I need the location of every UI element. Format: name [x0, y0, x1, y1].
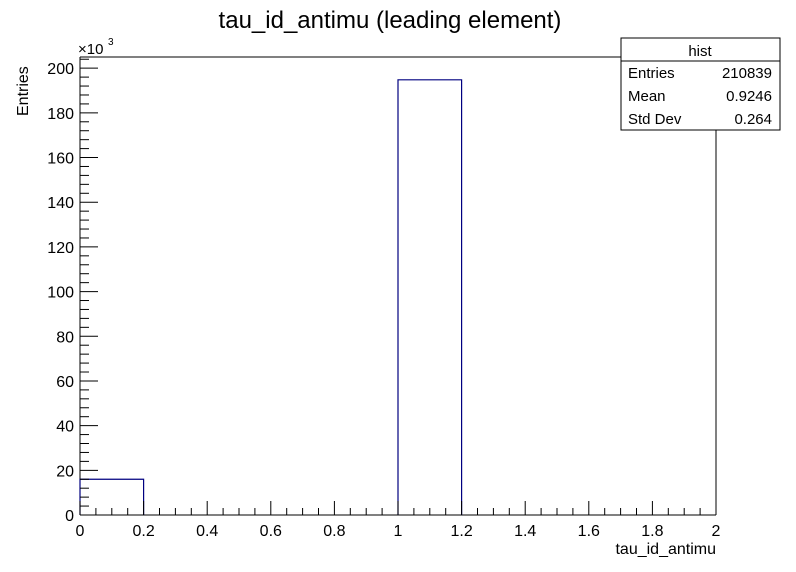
- x-tick-label: 1.6: [578, 523, 600, 540]
- y-tick-label: 140: [47, 195, 74, 212]
- y-tick-label: 200: [47, 61, 74, 78]
- stats-box-frame: [620, 37, 781, 131]
- histogram-bin-5: [397, 79, 463, 515]
- y-tick-label: 60: [56, 374, 74, 391]
- stats-entries-value: 210839: [722, 65, 772, 82]
- y-tick-label: 120: [47, 240, 74, 257]
- y-tick-label: 0: [65, 508, 74, 525]
- stats-mean-label: Mean: [628, 88, 666, 105]
- y-tick-label: 20: [56, 463, 74, 480]
- x-tick-label: 0.8: [323, 523, 345, 540]
- y-multiplier-base: ×10: [78, 41, 103, 58]
- x-tick-label: 0.2: [132, 523, 154, 540]
- x-tick-label: 0: [76, 523, 85, 540]
- y-axis-multiplier: ×10 3: [78, 37, 114, 58]
- x-tick-label: 1: [394, 523, 403, 540]
- y-axis-label: Entries: [15, 66, 32, 116]
- stats-stddev-value: 0.264: [734, 111, 772, 128]
- y-tick-label: 160: [47, 151, 74, 168]
- x-tick-label: 2: [712, 523, 721, 540]
- y-tick-label: 100: [47, 285, 74, 302]
- histogram-bins: [79, 79, 463, 515]
- x-axis-ticks: 0 0.2 0.4 0.6 0.8 1 1.2 1.4 1.6 1.8 2: [76, 501, 721, 540]
- x-tick-label: 0.4: [196, 523, 218, 540]
- x-axis-label: tau_id_antimu: [615, 541, 716, 558]
- x-tick-label: 0.6: [260, 523, 282, 540]
- stats-mean-value: 0.9246: [726, 88, 772, 105]
- y-tick-label: 180: [47, 106, 74, 123]
- y-tick-label: 80: [56, 329, 74, 346]
- x-tick-label: 1.2: [450, 523, 472, 540]
- stats-entries-label: Entries: [628, 65, 675, 82]
- x-tick-label: 1.4: [514, 523, 536, 540]
- y-axis-ticks: 0 20 40 60 80 100 120 140 160 180 200: [47, 58, 98, 525]
- y-multiplier-exponent: 3: [108, 37, 114, 48]
- chart-title: tau_id_antimu (leading element): [219, 7, 562, 34]
- stats-box: hist Entries 210839 Mean 0.9246 Std Dev …: [620, 37, 781, 131]
- stats-box-title: hist: [688, 43, 712, 60]
- x-tick-label: 1.8: [641, 523, 663, 540]
- stats-stddev-label: Std Dev: [628, 111, 682, 128]
- y-tick-label: 40: [56, 419, 74, 436]
